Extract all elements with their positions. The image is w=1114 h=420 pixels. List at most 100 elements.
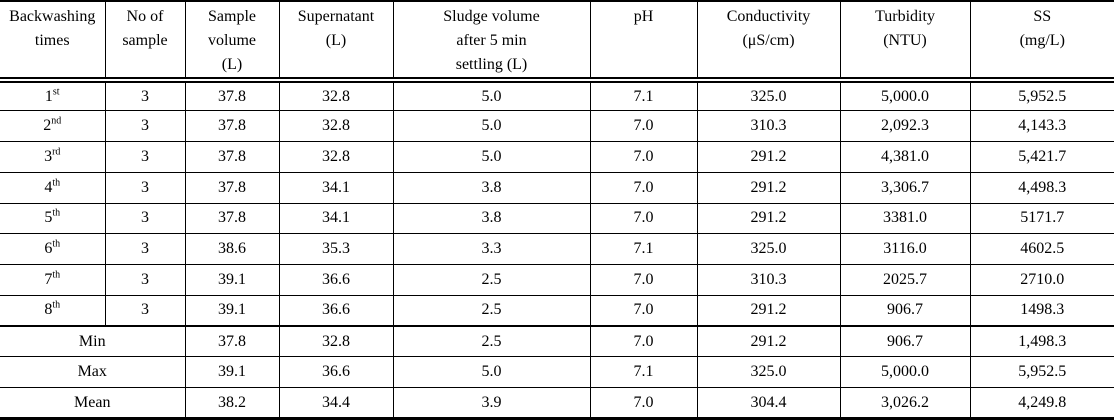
cell-no-of-sample: 3 — [104, 202, 185, 234]
cell-turbidity: 906.7 — [839, 294, 970, 327]
cell-conductivity: 310.3 — [696, 110, 840, 142]
header-backwashing-times: Backwashing times — [0, 1, 105, 83]
header-no-of-sample: No of sample — [104, 1, 185, 83]
cell-ss: 1498.3 — [969, 294, 1114, 327]
cell-supernatant: 32.8 — [278, 325, 393, 357]
cell-sample-volume: 39.1 — [184, 356, 279, 388]
cell-ph: 7.0 — [589, 141, 697, 173]
summary-row-max: Max 39.1 36.6 5.0 7.1 325.0 5,000.0 5,952.5 — [0, 356, 1114, 388]
cell-supernatant: 34.4 — [278, 387, 393, 419]
cell-sludge-volume: 5.0 — [392, 356, 590, 388]
cell-backwashing-time: 1st — [44, 86, 60, 105]
cell-backwashing-time: 8th — [0, 294, 105, 327]
cell-turbidity: 2,092.3 — [839, 110, 970, 142]
cell-ss: 5,952.5 — [969, 356, 1114, 388]
ordinal-suffix: th — [52, 208, 61, 220]
cell-turbidity: 4,381.0 — [839, 141, 970, 173]
data-row: 6th 3 38.6 35.3 3.3 7.1 325.0 3116.0 4602.5 — [0, 233, 1114, 265]
data-row: 5th 3 37.8 34.1 3.8 7.0 291.2 3381.0 5171.7 — [0, 202, 1114, 234]
cell-ph: 7.0 — [589, 294, 697, 327]
cell-conductivity: 325.0 — [696, 356, 840, 388]
cell-sample-volume: 38.6 — [184, 233, 279, 265]
cell-sample-volume: 39.1 — [184, 264, 279, 296]
data-row: 4th 3 37.8 34.1 3.8 7.0 291.2 3,306.7 4,498.3 — [0, 171, 1114, 204]
cell-conductivity: 291.2 — [696, 141, 840, 173]
cell-ss: 5,952.5 — [969, 80, 1114, 111]
cell-turbidity: 3,026.2 — [839, 387, 970, 419]
cell-ss: 4,498.3 — [969, 171, 1114, 204]
cell-ph: 7.0 — [589, 202, 697, 234]
cell-no-of-sample: 3 — [104, 233, 185, 265]
cell-ph: 7.0 — [589, 387, 697, 419]
cell-ph: 7.0 — [589, 110, 697, 142]
cell-ph: 7.0 — [589, 171, 697, 204]
cell-sludge-volume: 5.0 — [392, 141, 590, 173]
cell-ph: 7.0 — [589, 325, 697, 357]
cell-no-of-sample: 3 — [104, 171, 185, 204]
cell-sample-volume: 39.1 — [184, 294, 279, 327]
cell-conductivity: 291.2 — [696, 202, 840, 234]
header-turbidity: Turbidity (NTU) — [839, 1, 970, 83]
cell-conductivity: 291.2 — [696, 171, 840, 204]
cell-conductivity: 291.2 — [696, 325, 840, 357]
header-conductivity: Conductivity (μS/cm) — [696, 1, 840, 83]
cell-supernatant: 32.8 — [278, 80, 393, 111]
data-row: 1st 3 37.8 32.8 5.0 7.1 325.0 5,000.0 5,952.5 — [0, 80, 1114, 111]
cell-ph: 7.0 — [589, 264, 697, 296]
cell-no-of-sample: 3 — [104, 141, 185, 173]
data-row: 3rd 3 37.8 32.8 5.0 7.0 291.2 4,381.0 5,421.7 — [0, 141, 1114, 173]
ordinal-suffix: rd — [52, 146, 61, 158]
summary-label: Max — [0, 356, 185, 388]
cell-conductivity: 325.0 — [696, 80, 840, 111]
header-ss: SS (mg/L) — [969, 1, 1114, 83]
table-body: 1st 3 37.8 32.8 5.0 7.1 325.0 5,000.0 5,952.5 2nd… — [0, 80, 1114, 419]
cell-conductivity: 325.0 — [696, 233, 840, 265]
cell-turbidity: 3381.0 — [839, 202, 970, 234]
cell-ss: 1,498.3 — [969, 325, 1114, 357]
summary-label: Mean — [0, 387, 185, 419]
cell-supernatant: 36.6 — [278, 294, 393, 327]
header-sample-volume: Sample volume (L) — [184, 1, 279, 83]
cell-sample-volume: 37.8 — [184, 80, 279, 111]
header-row: Backwashing times No of sample Sample vo… — [0, 1, 1114, 83]
cell-supernatant: 32.8 — [278, 110, 393, 142]
data-row: 7th 3 39.1 36.6 2.5 7.0 310.3 2025.7 2710.0 — [0, 264, 1114, 296]
cell-ss: 4,249.8 — [969, 387, 1114, 419]
ordinal-suffix: th — [52, 238, 61, 250]
cell-turbidity: 5,000.0 — [839, 80, 970, 111]
header-sludge-volume: Sludge volume after 5 min settling (L) — [392, 1, 590, 83]
cell-sample-volume: 37.8 — [184, 141, 279, 173]
cell-supernatant: 35.3 — [278, 233, 393, 265]
cell-supernatant: 36.6 — [278, 264, 393, 296]
cell-sample-volume: 37.8 — [184, 110, 279, 142]
ordinal-suffix: th — [52, 177, 61, 189]
cell-ss: 5171.7 — [969, 202, 1114, 234]
cell-ph: 7.1 — [589, 233, 697, 265]
cell-sludge-volume: 2.5 — [392, 325, 590, 357]
cell-turbidity: 5,000.0 — [839, 356, 970, 388]
cell-turbidity: 3,306.7 — [839, 171, 970, 204]
cell-sample-volume: 37.8 — [184, 171, 279, 204]
cell-sludge-volume: 5.0 — [392, 110, 590, 142]
cell-supernatant: 34.1 — [278, 171, 393, 204]
header-supernatant: Supernatant (L) — [278, 1, 393, 83]
cell-turbidity: 3116.0 — [839, 233, 970, 265]
cell-ss: 4602.5 — [969, 233, 1114, 265]
cell-no-of-sample: 3 — [104, 264, 185, 296]
cell-sludge-volume: 2.5 — [392, 294, 590, 327]
ordinal-suffix: st — [52, 86, 60, 98]
cell-sludge-volume: 2.5 — [392, 264, 590, 296]
summary-row-min: Min 37.8 32.8 2.5 7.0 291.2 906.7 1,498.3 — [0, 325, 1114, 357]
cell-sludge-volume: 3.8 — [392, 171, 590, 204]
cell-ss: 5,421.7 — [969, 141, 1114, 173]
ordinal-suffix: th — [52, 269, 61, 281]
cell-backwashing-time: 2nd — [0, 110, 105, 142]
cell-supernatant: 36.6 — [278, 356, 393, 388]
data-row: 8th 3 39.1 36.6 2.5 7.0 291.2 906.7 1498.3 — [0, 294, 1114, 327]
cell-backwashing-time: 7th — [0, 264, 105, 296]
ordinal-suffix: th — [52, 300, 61, 312]
header-ph: pH — [589, 1, 697, 83]
cell-sludge-volume: 3.8 — [392, 202, 590, 234]
cell-supernatant: 32.8 — [278, 141, 393, 173]
